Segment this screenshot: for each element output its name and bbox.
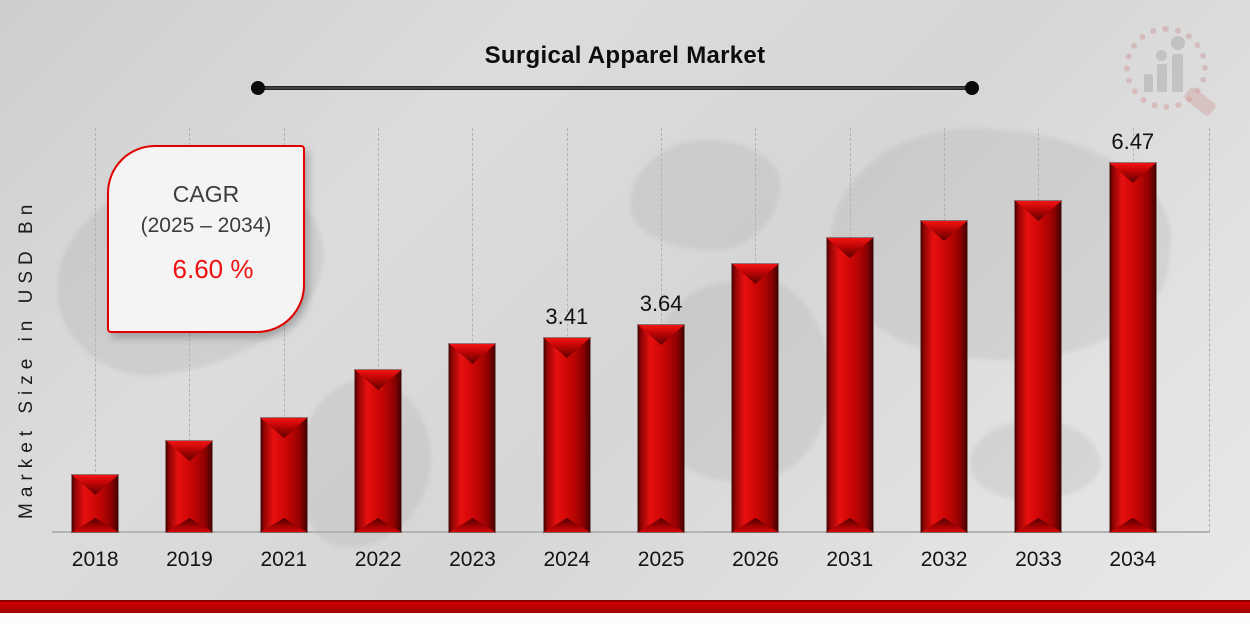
- underline-endpoint-dot: [965, 81, 979, 95]
- chart-column-2032: [897, 120, 991, 532]
- x-tick-2021: 2021: [260, 548, 308, 571]
- logo-dot-icon: [1171, 36, 1185, 50]
- bar-2021: [260, 418, 307, 532]
- bar-2022: [355, 370, 402, 532]
- chart-column-2033: [991, 120, 1085, 532]
- gridline: [283, 128, 285, 532]
- footer-divider: [0, 600, 1250, 602]
- data-label-2025: 3.64: [639, 291, 683, 316]
- magnifier-lens-icon: [1124, 26, 1208, 110]
- footer-red-band: [0, 602, 1250, 613]
- logo-bar-icon: [1157, 64, 1167, 92]
- x-axis-line: [52, 531, 1210, 533]
- bar-2023: [449, 344, 496, 532]
- bar-2024: [543, 338, 590, 532]
- logo-bar-icon: [1144, 74, 1153, 92]
- logo-bar-icon: [1172, 54, 1183, 92]
- data-label-2024: 3.41: [545, 304, 589, 329]
- chart-column-2021: [237, 120, 331, 532]
- x-tick-2019: 2019: [166, 548, 213, 571]
- footer-white-strip: [0, 613, 1250, 624]
- gridline: [566, 128, 568, 532]
- x-tick-2033: 2033: [1015, 548, 1062, 571]
- chart-column-2018: [48, 120, 142, 532]
- x-tick-2018: 2018: [71, 548, 119, 571]
- y-axis-label: Market Size in USD Bn: [16, 198, 37, 520]
- bar-2032: [921, 221, 968, 532]
- page-title: Surgical Apparel Market: [484, 42, 766, 69]
- data-label-2034: 6.47: [1111, 129, 1155, 154]
- plot-right-border: [1209, 128, 1210, 532]
- chart-column-2026: [708, 120, 802, 532]
- x-tick-2034: 2034: [1109, 548, 1157, 571]
- x-tick-2026: 2026: [732, 548, 779, 571]
- title-underline: [258, 86, 972, 90]
- gridline: [472, 128, 474, 532]
- chart-column-2019: [142, 120, 236, 532]
- cagr-period: (2025 – 2034): [140, 214, 272, 237]
- cagr-label: CAGR: [172, 181, 240, 207]
- chart-column-2025: 3.64: [614, 120, 708, 532]
- bar-2031: [826, 238, 873, 532]
- x-tick-2022: 2022: [354, 548, 402, 571]
- world-map-shape: [630, 140, 780, 250]
- chart-column-2023: [425, 120, 519, 532]
- x-tick-2031: 2031: [826, 548, 874, 571]
- cagr-card: CAGR (2025 – 2034) 6.60 %: [107, 145, 305, 333]
- chart-column-2022: [331, 120, 425, 532]
- bar-2018: [72, 475, 119, 532]
- x-axis-tick-labels: 2018 2019 2021 2022 2023 2024 2025 2026 2031 2032…: [48, 548, 1180, 572]
- bar-2019: [166, 441, 213, 532]
- chart-column-2024: 3.41: [520, 120, 614, 532]
- brand-logo-watermark: [1118, 22, 1218, 118]
- gridline: [378, 128, 380, 532]
- bar-2033: [1015, 201, 1062, 532]
- bar-2025: [638, 325, 685, 532]
- x-tick-2024: 2024: [543, 548, 591, 571]
- chart-column-2031: [803, 120, 897, 532]
- bar-2026: [732, 264, 779, 532]
- x-tick-2023: 2023: [449, 548, 496, 571]
- logo-dot-icon: [1156, 50, 1167, 61]
- x-tick-2032: 2032: [920, 548, 968, 571]
- underline-endpoint-dot: [251, 81, 265, 95]
- x-tick-2025: 2025: [637, 548, 685, 571]
- gridline: [95, 128, 97, 532]
- chart-column-2034: 6.47: [1086, 120, 1180, 532]
- cagr-value: 6.60 %: [172, 254, 254, 284]
- bar-2034: [1109, 163, 1156, 532]
- plot-area: 3.41 3.64 6.47: [48, 120, 1180, 532]
